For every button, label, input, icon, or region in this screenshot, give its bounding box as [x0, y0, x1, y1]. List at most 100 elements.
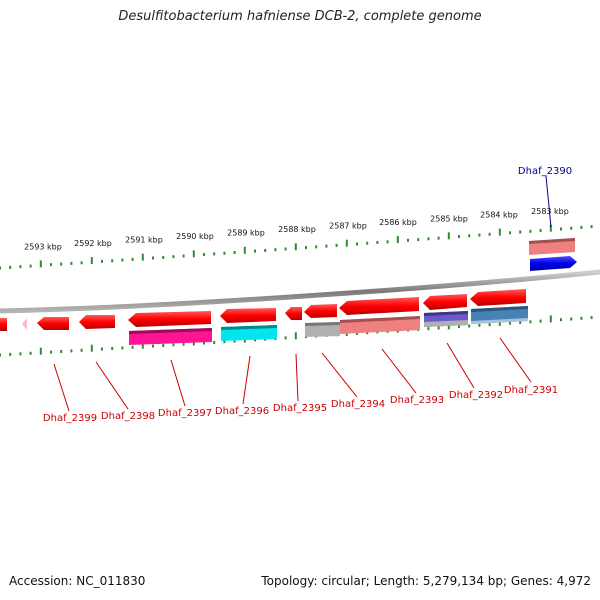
- ruler-minor-tick: [0, 353, 1, 357]
- ruler-minor-tick: [519, 321, 522, 324]
- ruler-minor-tick: [182, 254, 185, 258]
- ruler-minor-tick: [80, 261, 83, 265]
- gene-label[interactable]: Dhaf_2398: [101, 411, 155, 422]
- ruler-minor-tick: [325, 244, 328, 248]
- ruler-minor-tick: [509, 231, 511, 235]
- gene-labels: Dhaf_2390 Dhaf_2391 Dhaf_2392 Dhaf_2393 …: [43, 166, 572, 424]
- gene-label[interactable]: Dhaf_2394: [331, 399, 385, 410]
- ruler-minor-tick: [131, 257, 134, 261]
- ruler-minor-tick: [335, 243, 338, 247]
- gene-label[interactable]: Dhaf_2393: [390, 395, 444, 406]
- gene-label[interactable]: Dhaf_2390: [518, 166, 572, 177]
- ruler-minor-tick: [223, 340, 226, 344]
- ruler-minor-tick: [29, 264, 32, 268]
- ruler-minor-tick: [233, 251, 236, 254]
- map-title: Desulfitobacterium hafniense DCB-2, comp…: [118, 9, 482, 24]
- gene-dhaf-2393[interactable]: [339, 297, 419, 315]
- ruler-minor-tick: [366, 241, 369, 245]
- ruler-minor-tick: [111, 259, 114, 263]
- ruler-minor-tick: [274, 248, 277, 252]
- ruler-label: 2585 kbp: [430, 214, 468, 223]
- ruler-major-tick: [294, 243, 297, 251]
- ruler-minor-tick: [121, 346, 124, 350]
- ruler-minor-tick: [162, 255, 165, 259]
- ruler-minor-tick: [356, 242, 358, 246]
- gene-dhaf-2391[interactable]: [470, 289, 526, 306]
- ruler-minor-tick: [366, 331, 369, 335]
- ruler-minor-tick: [131, 345, 134, 349]
- ruler-major-tick: [345, 239, 348, 247]
- ruler-major-tick: [447, 232, 450, 240]
- ruler-minor-tick: [560, 227, 562, 231]
- ruler-outer: [0, 224, 593, 270]
- gene-dhaf-2399[interactable]: [37, 317, 69, 330]
- ruler-major-tick: [549, 224, 552, 232]
- ruler-minor-tick: [376, 241, 379, 244]
- ruler-major-tick: [90, 344, 93, 352]
- ruler-major-tick: [90, 257, 93, 265]
- ruler-minor-tick: [570, 317, 573, 321]
- ruler-minor-tick: [590, 225, 593, 229]
- ruler-major-tick: [39, 260, 42, 268]
- gene-dhaf-2397[interactable]: [128, 311, 211, 327]
- ruler-minor-tick: [152, 256, 154, 260]
- cog-bar-2390: [529, 238, 575, 255]
- ruler-minor-tick: [162, 344, 165, 347]
- ruler-minor-tick: [213, 252, 216, 256]
- ruler-labels: 2593 kbp 2592 kbp 2591 kbp 2590 kbp 2589 kbp…: [24, 207, 569, 252]
- ruler-minor-tick: [560, 318, 562, 322]
- ruler-minor-tick: [70, 349, 73, 353]
- gene-label[interactable]: Dhaf_2395: [273, 403, 327, 414]
- ruler-minor-tick: [539, 229, 542, 232]
- accession-text: Accession: NC_011830: [9, 574, 146, 588]
- ruler-major-tick: [294, 332, 297, 340]
- ruler-minor-tick: [80, 348, 83, 352]
- ruler-minor-tick: [172, 343, 175, 347]
- ruler-major-tick: [243, 246, 246, 254]
- ruler-minor-tick: [509, 321, 511, 325]
- gene-dhaf-2396[interactable]: [220, 308, 276, 323]
- ruler-minor-tick: [203, 341, 205, 345]
- ruler-minor-tick: [70, 261, 73, 265]
- ruler-major-tick: [39, 347, 42, 355]
- gene-dhaf-2390[interactable]: [530, 256, 577, 271]
- ruler-label: 2586 kbp: [379, 218, 417, 227]
- ruler-minor-tick: [284, 247, 287, 251]
- ruler-major-tick: [498, 228, 501, 236]
- gene-dhaf-2394[interactable]: [304, 304, 337, 318]
- gene-label[interactable]: Dhaf_2391: [504, 385, 558, 396]
- gene-label[interactable]: Dhaf_2399: [43, 413, 97, 424]
- ruler-minor-tick: [254, 249, 256, 253]
- ruler-major-tick: [141, 341, 144, 349]
- ruler-minor-tick: [172, 255, 175, 259]
- ruler-minor-tick: [60, 350, 63, 353]
- ruler-label: 2593 kbp: [24, 242, 62, 251]
- gene-dhaf-2398[interactable]: [79, 315, 115, 329]
- ruler-minor-tick: [539, 319, 542, 323]
- ruler-label: 2587 kbp: [329, 222, 367, 231]
- ruler-minor-tick: [458, 325, 460, 329]
- ruler-minor-tick: [213, 340, 216, 344]
- gene-dhaf-2395[interactable]: [285, 307, 302, 320]
- gene-label[interactable]: Dhaf_2396: [215, 406, 269, 417]
- ruler-minor-tick: [101, 259, 103, 263]
- ruler-label: 2588 kbp: [278, 225, 316, 234]
- ruler-minor-tick: [437, 326, 440, 330]
- ruler-minor-tick: [356, 331, 358, 335]
- genome-info-text: Topology: circular; Length: 5,279,134 bp…: [261, 574, 591, 588]
- gene-partial-left[interactable]: [0, 318, 27, 331]
- ruler-label: 2592 kbp: [74, 239, 112, 248]
- gene-label[interactable]: Dhaf_2392: [449, 390, 503, 401]
- ruler-minor-tick: [427, 327, 430, 331]
- ruler-minor-tick: [233, 339, 236, 343]
- ruler-minor-tick: [305, 246, 307, 250]
- ruler-major-tick: [141, 253, 144, 261]
- leader-lines: [53, 175, 552, 412]
- gene-label[interactable]: Dhaf_2397: [158, 408, 212, 419]
- ruler-label: 2584 kbp: [480, 211, 518, 220]
- cog-track: [129, 306, 528, 345]
- ruler-minor-tick: [468, 234, 471, 238]
- ruler-minor-tick: [458, 235, 460, 239]
- gene-dhaf-2392[interactable]: [423, 294, 467, 310]
